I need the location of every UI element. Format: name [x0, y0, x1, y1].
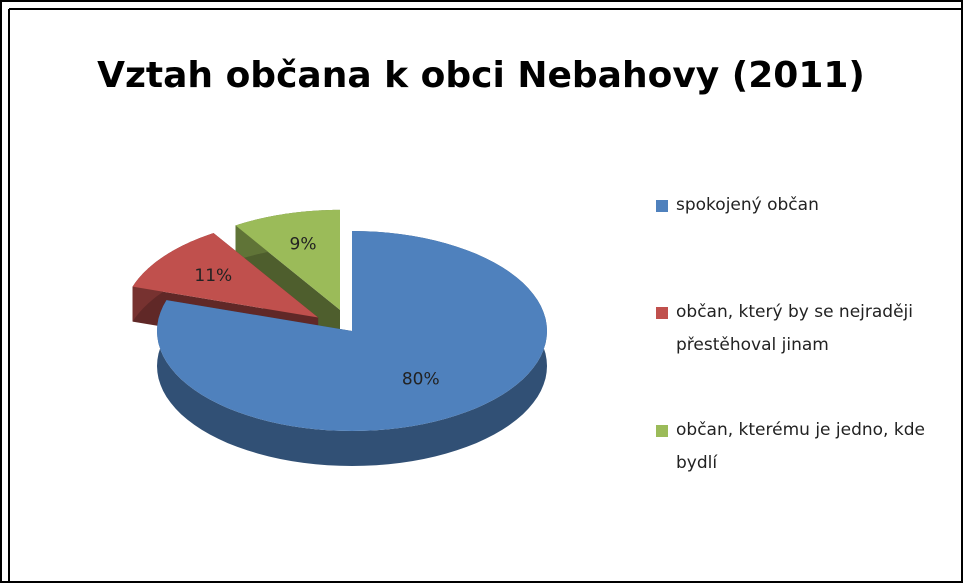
legend-entry: občan, kterému je jedno, kde bydlí	[656, 414, 963, 480]
slice	[157, 231, 547, 431]
slice	[132, 233, 319, 318]
legend-entry: spokojený občan	[656, 189, 916, 222]
legend-entry: občan, který by se nejraději přestěhoval…	[656, 296, 916, 362]
value-label: 11%	[194, 266, 232, 286]
legend-swatch	[656, 307, 668, 319]
value-label: 9%	[290, 235, 317, 255]
legend-swatch	[656, 425, 668, 437]
legend-label: občan, kterému je jedno, kde bydlí	[676, 420, 925, 473]
chart-title: Vztah občana k obci Nebahovy (2011)	[97, 55, 865, 96]
value-label: 80%	[402, 370, 440, 390]
slice	[235, 209, 340, 310]
legend-label: spokojený občan	[676, 195, 819, 215]
legend-label: občan, který by se nejraději přestěhoval…	[676, 302, 913, 355]
legend-swatch	[656, 200, 668, 212]
